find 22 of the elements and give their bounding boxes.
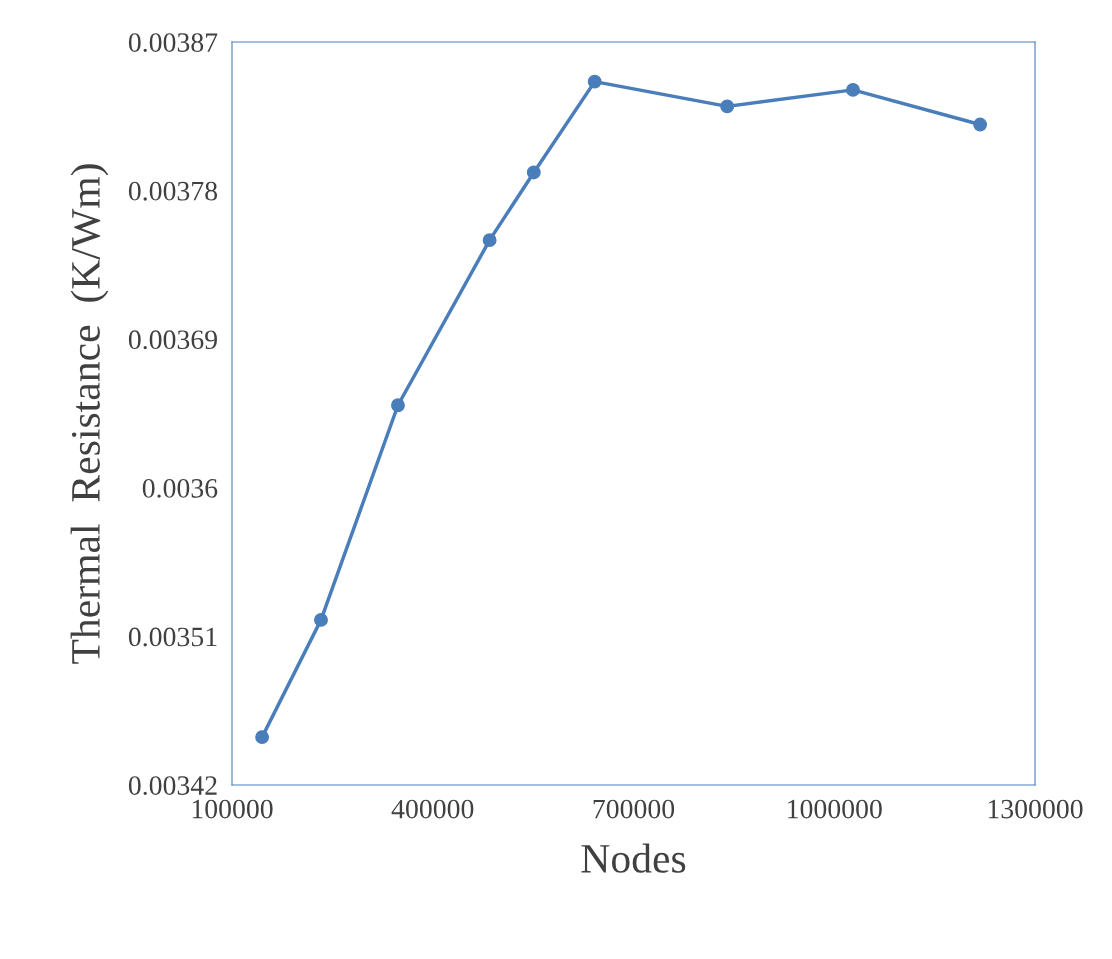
point: [720, 99, 735, 114]
point: [526, 165, 541, 180]
x-tick-label: 1300000: [988, 799, 1083, 819]
y-tick-label: 0.00369: [128, 330, 217, 350]
x-axis-title: Nodes: [581, 843, 686, 873]
y-tick-label: 0.00342: [128, 776, 217, 796]
y-tick-label: 0.0036: [142, 478, 218, 498]
x-tick-label: 400000: [391, 799, 474, 819]
y-axis-title: Thermal Resistance (K/Wm): [70, 164, 109, 664]
point: [391, 398, 405, 413]
point: [846, 82, 860, 97]
x-tick-label: 700000: [593, 799, 675, 819]
y-tick-label: 0.00387: [128, 33, 218, 53]
point: [587, 74, 602, 89]
point: [314, 612, 328, 627]
y-tick-label: 0.00351: [128, 627, 217, 647]
point: [973, 117, 988, 132]
point: [255, 730, 270, 745]
y-tick-label: 0.00378: [128, 181, 218, 201]
x-tick-label: 100000: [192, 799, 273, 819]
x-tick-label: 1000000: [788, 799, 882, 819]
point: [482, 233, 497, 248]
